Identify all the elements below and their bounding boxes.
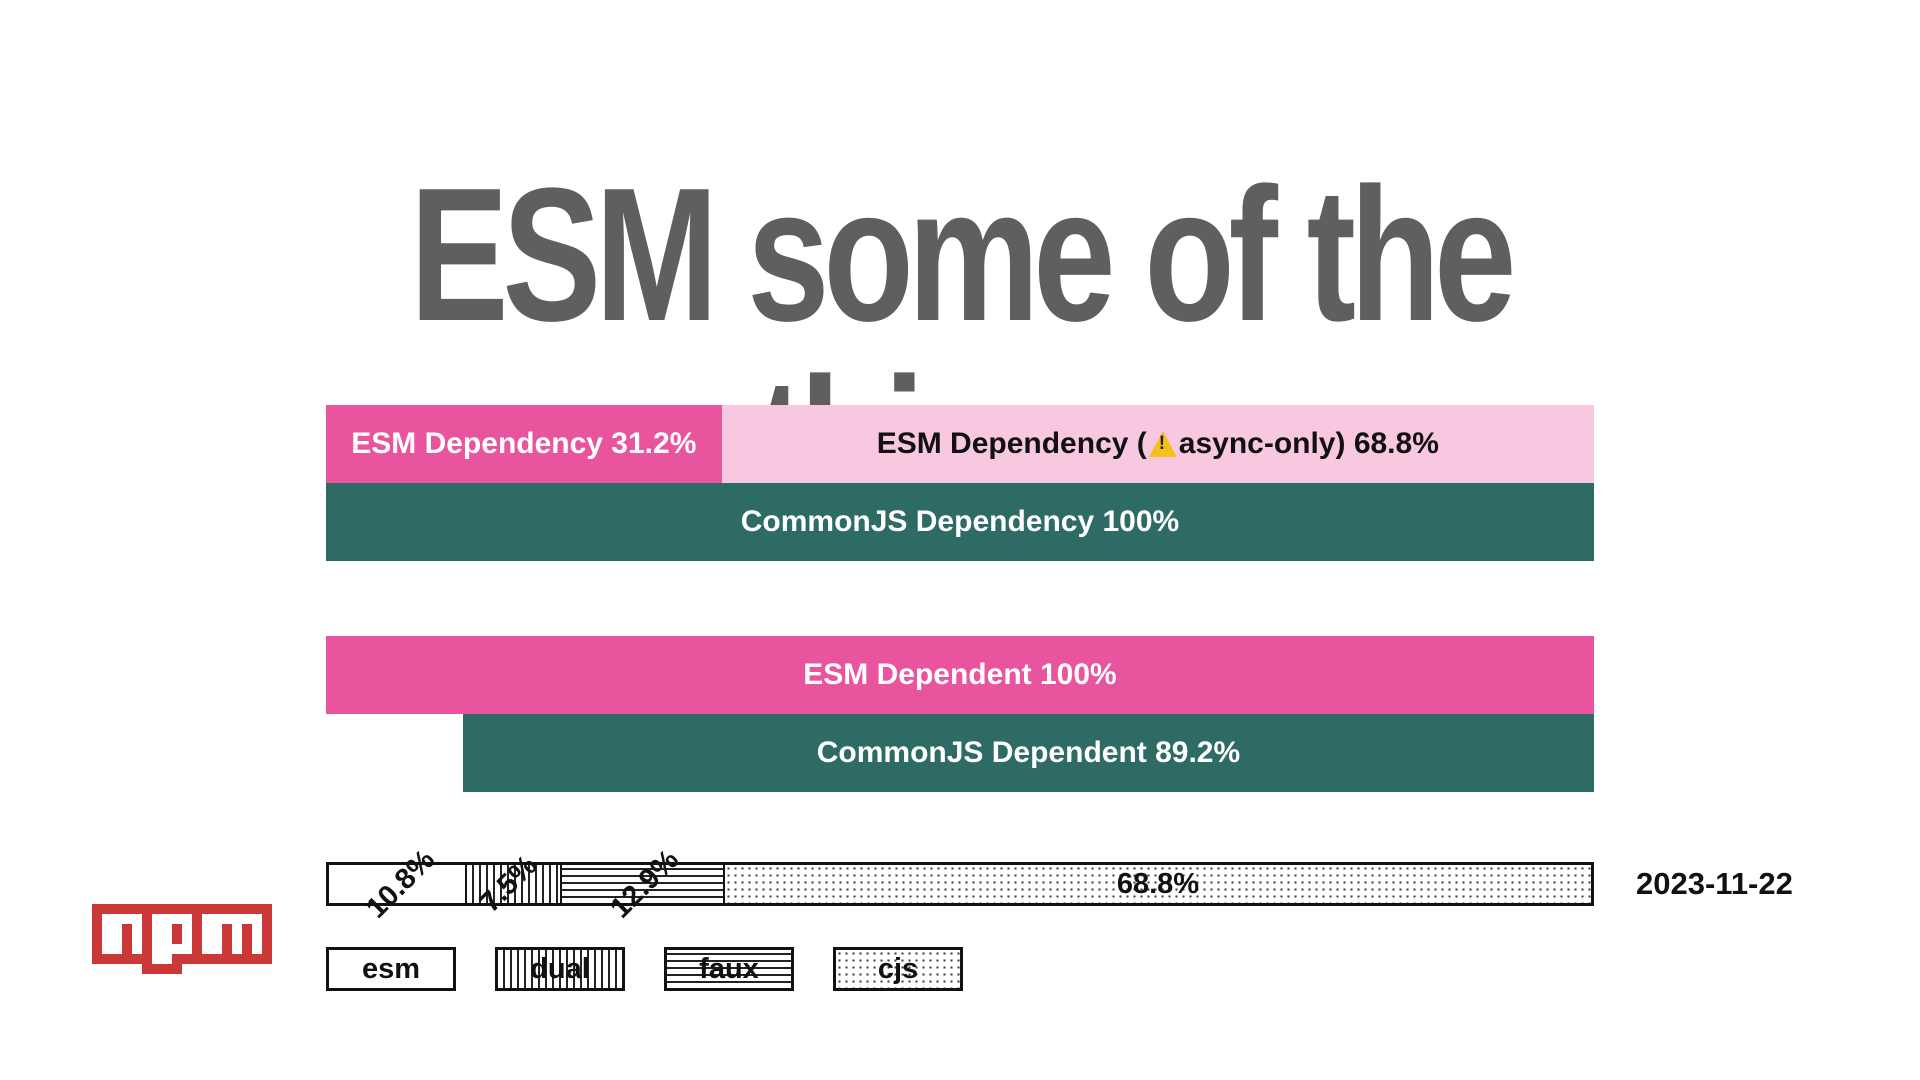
legend-faux-label: faux — [699, 952, 759, 985]
esm-dependent-bar: ESM Dependent 100% — [326, 636, 1594, 714]
commonjs-dependent-bar: CommonJS Dependent 89.2% — [462, 714, 1594, 792]
legend-dual: dual — [495, 947, 625, 991]
npm-logo — [92, 904, 272, 974]
esm-dependency-async-label-end: async-only) 68.8% — [1178, 427, 1439, 460]
module-type-stacked-bar — [326, 862, 1594, 906]
legend-cjs: cjs — [833, 947, 963, 991]
segment-faux — [559, 865, 723, 903]
legend-esm: esm — [326, 947, 456, 991]
esm-dependency-async-label: ESM Dependency ( — [876, 427, 1147, 460]
warning-icon — [1148, 431, 1177, 457]
esm-dependency-bar: ESM Dependency 31.2% — [326, 405, 722, 483]
snapshot-date: 2023-11-22 — [1636, 866, 1793, 901]
legend-cjs-label: cjs — [877, 952, 919, 985]
esm-dependency-label: ESM Dependency 31.2% — [351, 427, 697, 460]
legend-faux: faux — [664, 947, 794, 991]
esm-dependent-label: ESM Dependent 100% — [803, 658, 1117, 691]
legend-esm-label: esm — [361, 952, 421, 985]
segment-cjs-label: 68.8% — [1116, 868, 1200, 900]
commonjs-dependent-label: CommonJS Dependent 89.2% — [816, 736, 1241, 769]
legend-dual-label: dual — [530, 952, 590, 985]
segment-dual — [465, 865, 560, 903]
commonjs-dependency-bar: CommonJS Dependency 100% — [326, 483, 1594, 561]
segment-esm — [329, 865, 466, 903]
esm-dependency-async-bar: ESM Dependency ( async-only) 68.8% — [721, 405, 1594, 483]
commonjs-dependency-label: CommonJS Dependency 100% — [740, 505, 1180, 538]
segment-cjs — [722, 865, 1591, 903]
